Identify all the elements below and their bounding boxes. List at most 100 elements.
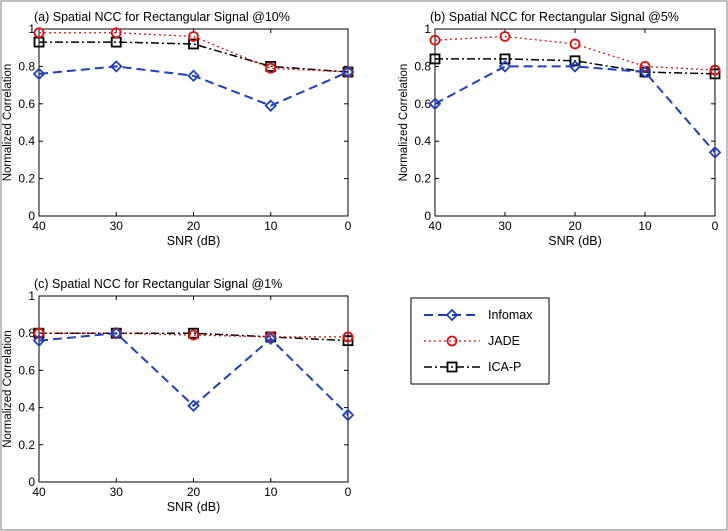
series-line [38,65,349,107]
data-point [188,38,199,50]
legend-entry-jade: JADE [424,334,520,348]
x-tick-label: 0 [712,219,719,233]
data-point [569,38,581,50]
legend-label: ICA-P [488,360,521,374]
data-point [32,334,46,347]
y-tick-label: 0.2 [18,438,35,452]
data-point [188,31,199,42]
x-tick-label: 10 [264,485,278,499]
x-tick-label: 10 [638,219,652,233]
y-tick-label: 0 [28,475,35,489]
data-point [342,331,354,343]
y-tick-label: 0 [424,209,431,223]
series-line [39,332,348,338]
data-point [638,65,652,79]
legend-entry-infomax: Infomax [424,308,533,322]
x-tick-label: 20 [187,485,201,499]
data-point [342,335,354,347]
series-infomax [32,326,355,422]
data-point [187,69,200,83]
data-point [264,99,278,112]
x-axis-label: SNR (dB) [167,234,220,248]
y-tick-label: 0.6 [18,97,35,111]
y-tick-label: 0.4 [414,134,431,148]
x-tick-label: 30 [498,219,512,233]
y-tick-label: 0.2 [414,172,431,186]
y-axis-label: Normalized Correlation [398,64,410,182]
y-axis-label: Normalized Correlation [2,64,14,182]
series-infomax [428,60,722,159]
data-point [187,399,200,413]
y-tick-label: 0.8 [18,59,35,73]
series-line [434,35,716,71]
legend-entry-ica-p: ICA-P [424,360,521,374]
x-tick-label: 30 [110,485,124,499]
data-point [265,331,277,343]
data-point [109,326,123,340]
x-tick-label: 40 [428,219,442,233]
y-tick-label: 0.2 [18,172,35,186]
legend-label: JADE [488,334,520,348]
x-axis-label: SNR (dB) [167,500,220,514]
chart-title: (c) Spatial NCC for Rectangular Signal @… [34,277,282,291]
data-point [429,34,441,46]
panel-1: (a) Spatial NCC for Rectangular Signal @… [2,10,355,248]
data-point [33,27,45,39]
data-point [498,60,512,73]
data-point [264,332,278,346]
y-tick-label: 0 [28,209,35,223]
series-line [38,332,349,416]
data-point [188,329,199,341]
y-tick-label: 0.6 [18,363,35,377]
plot-area [38,28,349,217]
x-tick-label: 0 [345,219,352,233]
series-jade [429,31,721,76]
y-tick-label: 0.8 [18,326,35,340]
data-point [568,60,582,73]
x-tick-label: 10 [264,219,278,233]
x-tick-label: 20 [187,219,201,233]
y-tick-label: 0.6 [414,97,431,111]
y-tick-label: 0.4 [18,401,35,415]
legend-marker [445,308,459,322]
chart-title: (b) Spatial NCC for Rectangular Signal @… [430,10,679,24]
x-tick-label: 30 [110,219,124,233]
y-tick-label: 1 [424,22,431,36]
data-point [569,55,581,67]
series-line [39,41,349,73]
y-axis-label: Normalized Correlation [2,330,14,448]
data-point [429,53,441,65]
y-tick-label: 0.8 [414,59,431,73]
data-point [639,61,651,72]
data-point [265,62,277,74]
x-tick-label: 40 [32,485,46,499]
x-tick-label: 20 [568,219,582,233]
data-point [499,53,511,65]
x-tick-label: 0 [345,485,352,499]
legend: Infomax JADE ICA-P [410,297,550,385]
legend-marker [446,335,458,347]
plot-area [38,295,349,483]
data-point [709,64,721,76]
series-line [39,32,349,73]
data-point [499,31,511,42]
panel-3: (c) Spatial NCC for Rectangular Signal @… [2,277,355,514]
legend-label: Infomax [488,308,533,322]
data-point [709,68,721,80]
y-tick-label: 0.4 [18,134,35,148]
data-point [341,408,355,422]
data-point [708,146,722,159]
x-tick-label: 40 [32,219,46,233]
y-tick-label: 1 [28,289,35,303]
legend-marker [446,361,458,373]
series-line [434,65,716,154]
series-infomax [32,60,355,112]
series-jade [33,27,354,78]
data-point [341,65,355,79]
data-point [110,27,122,39]
data-point [109,60,123,73]
chart-title: (a) Spatial NCC for Rectangular Signal @… [34,10,290,24]
data-point [428,97,442,111]
data-point [33,327,45,339]
